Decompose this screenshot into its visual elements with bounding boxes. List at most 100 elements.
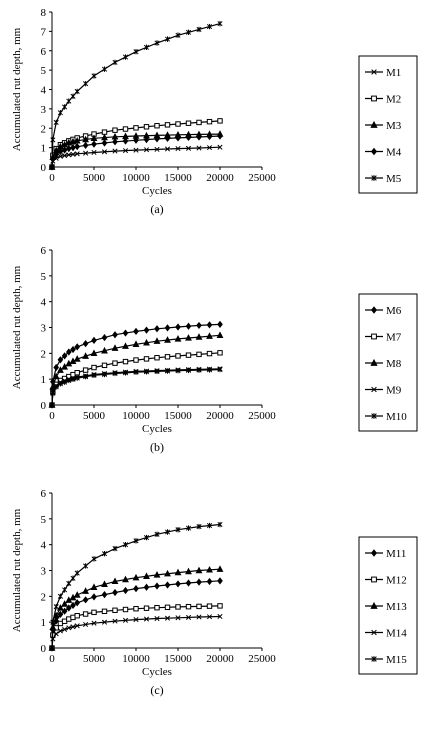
data-point bbox=[133, 357, 139, 363]
y-tick-label: 5 bbox=[41, 65, 47, 77]
data-point bbox=[185, 603, 192, 610]
x-tick-label: 20000 bbox=[206, 410, 234, 422]
data-point bbox=[132, 573, 140, 581]
x-tick-label: 10000 bbox=[122, 410, 150, 422]
data-point bbox=[217, 366, 223, 373]
x-tick-label: 5000 bbox=[83, 653, 106, 665]
data-point bbox=[83, 621, 89, 628]
data-point bbox=[122, 54, 129, 60]
y-tick-label: 4 bbox=[41, 540, 47, 552]
data-point bbox=[82, 587, 90, 594]
data-point bbox=[74, 599, 81, 607]
data-point bbox=[73, 136, 81, 144]
data-point bbox=[52, 372, 60, 380]
legend-label: M15 bbox=[386, 654, 407, 666]
data-point bbox=[217, 118, 223, 124]
legend-entry: M6 bbox=[365, 305, 402, 317]
y-tick-label: 2 bbox=[41, 348, 47, 360]
series-m10 bbox=[49, 366, 223, 408]
legend-label: M6 bbox=[386, 305, 402, 317]
data-point bbox=[164, 368, 171, 374]
data-point bbox=[82, 367, 89, 373]
data-point bbox=[62, 104, 68, 110]
data-point bbox=[185, 133, 192, 142]
data-point bbox=[185, 352, 192, 358]
data-point bbox=[164, 336, 171, 343]
data-point bbox=[206, 145, 213, 151]
data-point bbox=[70, 93, 76, 99]
data-point bbox=[164, 134, 171, 143]
data-point bbox=[164, 529, 171, 535]
data-point bbox=[185, 29, 192, 36]
data-point bbox=[122, 126, 129, 132]
x-tick-label: 10000 bbox=[122, 653, 150, 665]
data-point bbox=[154, 40, 160, 46]
x-tick-label: 15000 bbox=[164, 172, 192, 184]
series-m5 bbox=[49, 20, 223, 170]
data-point bbox=[70, 144, 76, 152]
data-point bbox=[101, 149, 108, 155]
data-point bbox=[101, 608, 108, 615]
x-tick-label: 15000 bbox=[164, 410, 192, 422]
legend-marker bbox=[371, 413, 377, 419]
data-point bbox=[206, 614, 213, 620]
data-point bbox=[57, 381, 63, 387]
data-point bbox=[62, 379, 68, 385]
y-tick-label: 6 bbox=[41, 245, 47, 257]
data-point bbox=[61, 600, 69, 607]
legend-entry: M5 bbox=[365, 173, 402, 185]
data-point bbox=[133, 125, 139, 131]
data-point bbox=[83, 563, 89, 569]
data-point bbox=[185, 145, 192, 151]
data-point bbox=[174, 568, 182, 576]
data-point bbox=[90, 134, 98, 142]
data-point bbox=[154, 135, 160, 143]
data-point bbox=[122, 370, 129, 376]
data-point bbox=[175, 134, 181, 142]
data-point bbox=[57, 610, 64, 619]
data-point bbox=[57, 593, 63, 600]
data-point bbox=[50, 619, 56, 625]
chart-panel: 0 1 2 3 4 5 6 0 5000 10000 15000 20000 25000 Cycles Ac… bbox=[11, 488, 418, 697]
data-point bbox=[66, 152, 72, 158]
data-point bbox=[164, 36, 171, 42]
legend-label: M1 bbox=[386, 67, 401, 79]
data-point bbox=[164, 581, 171, 589]
data-point bbox=[196, 614, 202, 620]
legend-label: M7 bbox=[386, 332, 402, 344]
data-point bbox=[112, 331, 118, 339]
y-tick-label: 7 bbox=[41, 26, 47, 38]
data-point bbox=[185, 334, 192, 341]
data-point bbox=[154, 146, 160, 152]
data-point bbox=[74, 343, 81, 351]
data-point bbox=[206, 321, 213, 329]
legend-entry: M4 bbox=[365, 147, 402, 159]
legend-label: M9 bbox=[386, 385, 402, 397]
data-point bbox=[143, 44, 150, 51]
data-point bbox=[66, 377, 72, 384]
data-point bbox=[122, 137, 129, 145]
data-point bbox=[154, 582, 160, 590]
data-point bbox=[101, 551, 108, 557]
data-point bbox=[82, 596, 89, 604]
y-tick-label: 5 bbox=[41, 514, 47, 526]
data-point bbox=[143, 326, 150, 334]
legend-label: M2 bbox=[386, 94, 401, 106]
series-m8 bbox=[48, 331, 224, 408]
data-point bbox=[217, 144, 223, 150]
data-point bbox=[143, 356, 150, 362]
data-point bbox=[143, 338, 150, 346]
x-tick-label: 20000 bbox=[206, 172, 234, 184]
legend-marker bbox=[370, 147, 378, 156]
y-tick-label: 0 bbox=[41, 643, 47, 655]
data-point bbox=[143, 135, 150, 144]
data-point bbox=[91, 140, 97, 148]
y-tick-label: 1 bbox=[41, 374, 47, 386]
y-tick-label: 1 bbox=[41, 617, 47, 629]
data-point bbox=[112, 360, 118, 366]
data-point bbox=[91, 620, 97, 626]
chart-panel: 0 1 2 3 4 5 6 0 5000 10000 15000 20000 25000 Cycles Ac… bbox=[11, 245, 418, 454]
series-m1 bbox=[49, 144, 223, 170]
data-point bbox=[217, 521, 223, 528]
data-point bbox=[133, 49, 139, 55]
